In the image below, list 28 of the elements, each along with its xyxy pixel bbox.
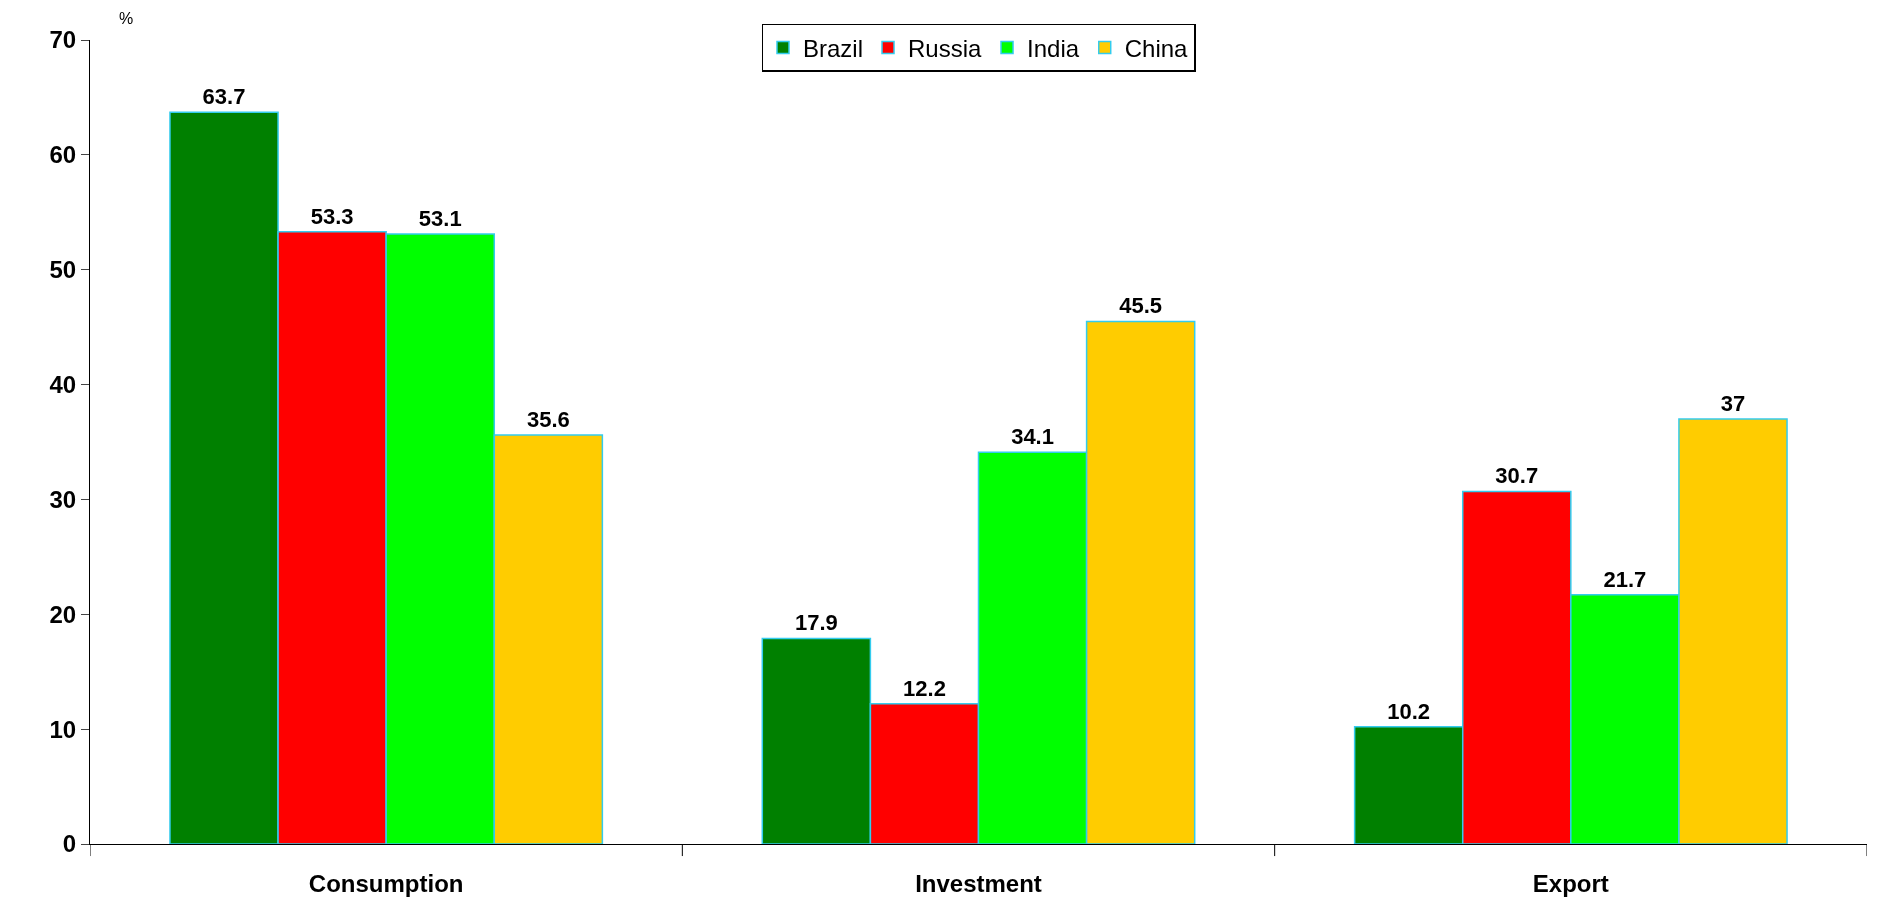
data-label: 12.2 [903, 675, 946, 701]
y-tick-label: 0 [62, 830, 77, 858]
legend-label: India [1027, 34, 1080, 62]
data-label: 53.1 [418, 206, 462, 232]
y-axis-title: % [119, 10, 134, 27]
y-tick-label: 40 [49, 370, 77, 398]
x-tick-label: Consumption [308, 869, 464, 897]
data-label: 63.7 [202, 84, 246, 110]
data-label: 45.5 [1119, 293, 1163, 319]
data-label: 30.7 [1495, 463, 1539, 489]
y-tick-label: 50 [49, 256, 77, 284]
y-tick-label: 10 [49, 715, 77, 743]
data-label: 35.6 [526, 407, 570, 433]
y-tick-label: 20 [49, 600, 77, 628]
legend-label: Russia [908, 34, 983, 62]
legend-label: China [1124, 34, 1189, 62]
y-tick-label: 60 [49, 141, 77, 169]
x-tick-label: Export [1532, 869, 1609, 897]
x-tick-label: Investment [915, 869, 1042, 897]
y-tick-label: 30 [49, 485, 77, 513]
data-label: 10.2 [1387, 698, 1431, 724]
y-tick-label: 70 [49, 26, 77, 54]
data-label: 17.9 [794, 610, 838, 636]
data-label: 37 [1720, 391, 1746, 417]
data-label: 53.3 [310, 203, 354, 229]
data-label: 21.7 [1603, 566, 1647, 592]
data-label: 34.1 [1011, 424, 1054, 450]
legend-label: Brazil [803, 34, 864, 62]
